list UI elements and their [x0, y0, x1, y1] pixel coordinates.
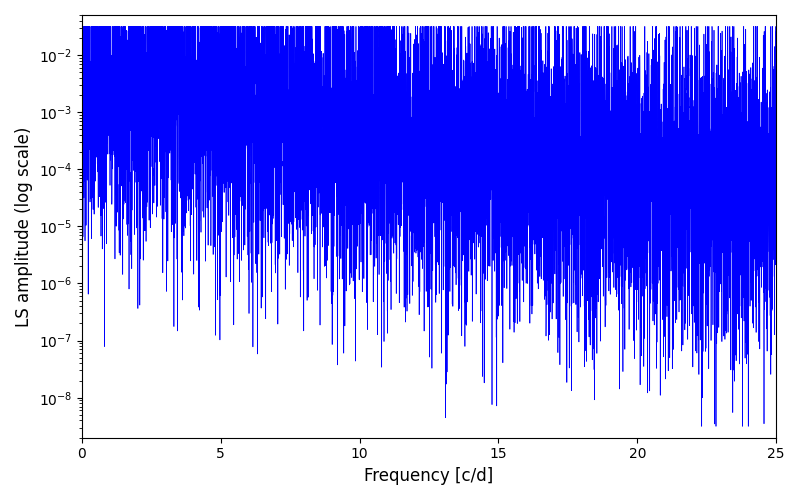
- Y-axis label: LS amplitude (log scale): LS amplitude (log scale): [15, 126, 33, 326]
- X-axis label: Frequency [c/d]: Frequency [c/d]: [364, 467, 494, 485]
